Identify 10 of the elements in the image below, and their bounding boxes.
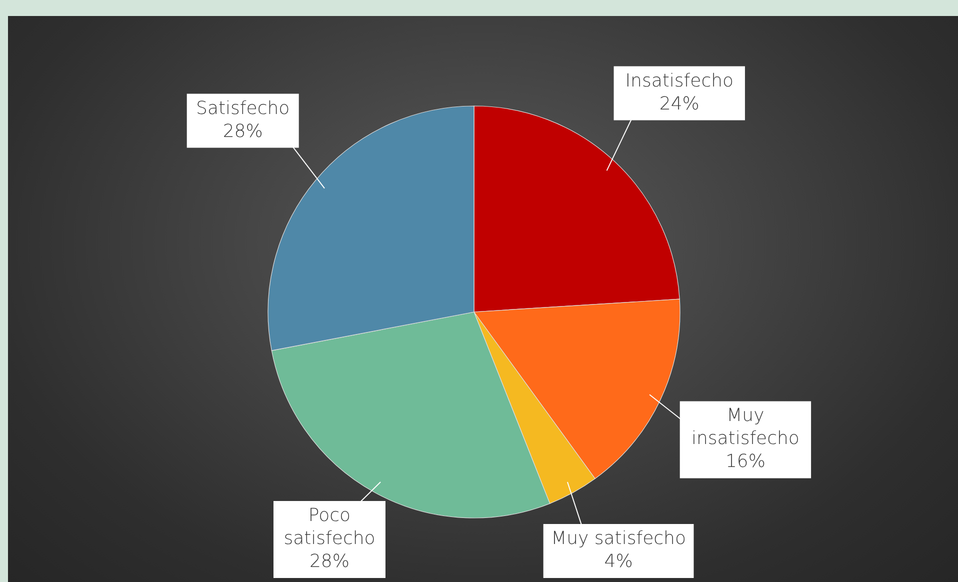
data-label: 24% bbox=[659, 93, 700, 114]
data-label: 4% bbox=[604, 551, 633, 572]
slice-label: Muy satisfecho bbox=[551, 528, 686, 549]
slice-label: Poco satisfecho bbox=[284, 505, 376, 549]
data-label: 28% bbox=[309, 551, 350, 572]
slice-label: Satisfecho bbox=[196, 98, 290, 119]
data-label: 28% bbox=[222, 120, 263, 142]
data-label: 16% bbox=[725, 451, 766, 472]
slice-label: Insatisfecho bbox=[625, 70, 734, 92]
slice-label: Muy insatisfecho bbox=[691, 405, 800, 450]
